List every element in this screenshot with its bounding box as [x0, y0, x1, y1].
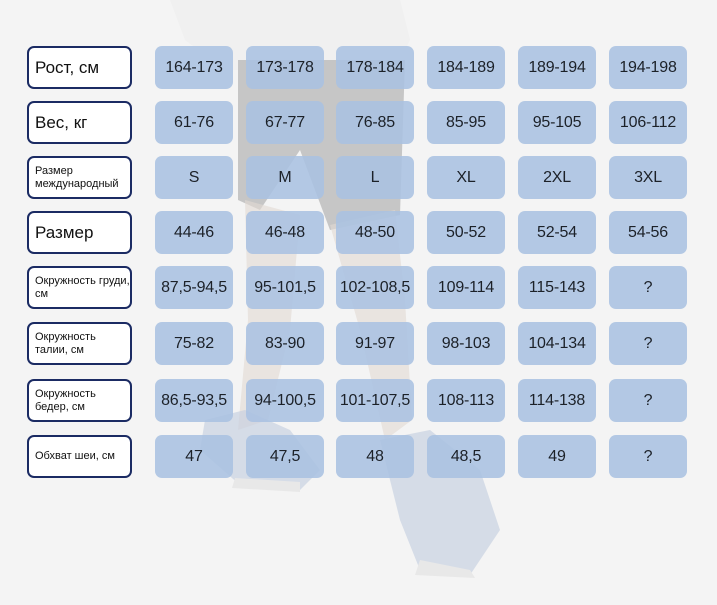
size-cell: M: [246, 156, 324, 199]
size-cell: 83-90: [246, 322, 324, 365]
size-cell: 178-184: [336, 46, 414, 89]
row-label: Окружность бедер, см: [27, 379, 132, 422]
size-cell: 47: [155, 435, 233, 478]
size-cell: 114-138: [518, 379, 596, 422]
size-cell: 104-134: [518, 322, 596, 365]
size-cell: 173-178: [246, 46, 324, 89]
size-cell: 49: [518, 435, 596, 478]
size-cell: ?: [609, 379, 687, 422]
size-cell: 75-82: [155, 322, 233, 365]
size-cell: 3XL: [609, 156, 687, 199]
size-cell: 109-114: [427, 266, 505, 309]
row-label: Окружность талии, см: [27, 322, 132, 365]
size-cell: L: [336, 156, 414, 199]
size-row: Вес, кг 61-76 67-77 76-85 85-95 95-105 1…: [0, 101, 717, 144]
size-row: Рост, см 164-173 173-178 178-184 184-189…: [0, 46, 717, 89]
size-cell: 61-76: [155, 101, 233, 144]
size-cell: 50-52: [427, 211, 505, 254]
size-cell: 48-50: [336, 211, 414, 254]
size-cell: 98-103: [427, 322, 505, 365]
size-cell: ?: [609, 322, 687, 365]
size-cell: 101-107,5: [336, 379, 414, 422]
size-cell: 95-105: [518, 101, 596, 144]
size-cell: 85-95: [427, 101, 505, 144]
size-cell: 48: [336, 435, 414, 478]
size-cell: 52-54: [518, 211, 596, 254]
size-cell: ?: [609, 435, 687, 478]
size-cell: 46-48: [246, 211, 324, 254]
row-label: Размер: [27, 211, 132, 254]
row-label: Рост, см: [27, 46, 132, 89]
size-cell: 102-108,5: [336, 266, 414, 309]
size-cell: 87,5-94,5: [155, 266, 233, 309]
size-cell: 44-46: [155, 211, 233, 254]
row-label: Размер международный: [27, 156, 132, 199]
size-cell: 95-101,5: [246, 266, 324, 309]
size-cell: 67-77: [246, 101, 324, 144]
size-cell: 76-85: [336, 101, 414, 144]
row-label: Окружность груди, см: [27, 266, 132, 309]
row-label: Вес, кг: [27, 101, 132, 144]
size-cell: 94-100,5: [246, 379, 324, 422]
size-row: Окружность бедер, см 86,5-93,5 94-100,5 …: [0, 379, 717, 422]
size-cell: 2XL: [518, 156, 596, 199]
size-cell: 47,5: [246, 435, 324, 478]
size-row: Размер международный S M L XL 2XL 3XL: [0, 156, 717, 199]
size-cell: 86,5-93,5: [155, 379, 233, 422]
size-cell: 106-112: [609, 101, 687, 144]
size-cell: 194-198: [609, 46, 687, 89]
size-cell: 164-173: [155, 46, 233, 89]
size-cell: XL: [427, 156, 505, 199]
row-label: Обхват шеи, см: [27, 435, 132, 478]
size-cell: S: [155, 156, 233, 199]
size-cell: ?: [609, 266, 687, 309]
size-row: Обхват шеи, см 47 47,5 48 48,5 49 ?: [0, 435, 717, 478]
size-row: Окружность талии, см 75-82 83-90 91-97 9…: [0, 322, 717, 365]
size-cell: 54-56: [609, 211, 687, 254]
size-cell: 91-97: [336, 322, 414, 365]
size-cell: 184-189: [427, 46, 505, 89]
size-cell: 115-143: [518, 266, 596, 309]
size-cell: 189-194: [518, 46, 596, 89]
size-row: Окружность груди, см 87,5-94,5 95-101,5 …: [0, 266, 717, 309]
size-cell: 48,5: [427, 435, 505, 478]
size-cell: 108-113: [427, 379, 505, 422]
size-row: Размер 44-46 46-48 48-50 50-52 52-54 54-…: [0, 211, 717, 254]
